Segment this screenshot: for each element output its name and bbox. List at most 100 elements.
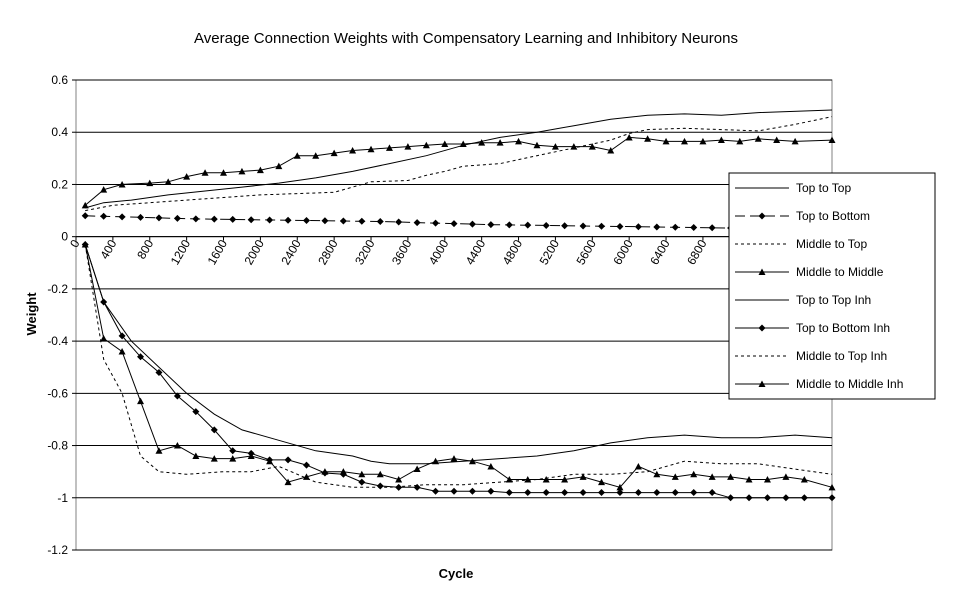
data-point <box>579 473 587 480</box>
data-point <box>763 476 771 483</box>
chart-title: Average Connection Weights with Compensa… <box>194 30 738 47</box>
data-point <box>505 489 513 497</box>
series-top-to-bottom-inh <box>81 241 836 502</box>
data-point <box>229 447 237 455</box>
data-point <box>385 144 393 151</box>
data-point <box>542 476 550 483</box>
legend-label: Top to Top Inh <box>796 293 871 307</box>
data-point <box>229 215 237 223</box>
data-point <box>118 348 126 355</box>
data-point <box>644 135 652 142</box>
data-point <box>137 397 145 405</box>
data-point <box>450 455 458 462</box>
x-tick-label: 5600 <box>573 237 599 267</box>
x-tick-label: 6800 <box>684 237 710 267</box>
data-point <box>118 180 126 188</box>
legend-label: Top to Bottom Inh <box>796 321 890 335</box>
data-point <box>432 219 440 227</box>
legend-item: Middle to Top <box>735 237 867 251</box>
data-point <box>81 201 89 209</box>
data-point <box>100 212 108 220</box>
series-line <box>84 244 833 488</box>
data-point <box>533 141 541 149</box>
data-point <box>505 221 513 229</box>
data-point <box>690 224 698 232</box>
data-point <box>487 487 495 495</box>
data-point <box>155 368 163 376</box>
x-tick-label: 0 <box>67 237 83 250</box>
data-point <box>432 487 440 495</box>
data-point <box>284 216 292 224</box>
data-point <box>727 494 735 502</box>
data-point <box>349 147 357 154</box>
data-point <box>395 483 403 491</box>
data-point <box>515 137 523 145</box>
x-axis-title: Cycle <box>439 566 474 581</box>
data-point <box>579 489 587 497</box>
legend-label: Top to Bottom <box>796 209 870 223</box>
x-tick-label: 6000 <box>610 237 636 267</box>
data-point <box>616 489 624 497</box>
x-tick-label: 2000 <box>242 237 268 267</box>
data-point <box>118 213 126 221</box>
series-line <box>85 215 731 229</box>
y-tick-label: 0.2 <box>51 177 68 191</box>
data-point <box>736 137 744 145</box>
data-point <box>468 487 476 495</box>
data-point <box>238 167 246 175</box>
data-point <box>708 489 716 497</box>
data-point <box>321 468 329 475</box>
data-point <box>828 483 836 491</box>
x-tick-label: 400 <box>97 237 119 262</box>
data-point <box>302 461 310 469</box>
data-point <box>625 133 633 141</box>
data-point <box>671 473 679 480</box>
data-point <box>266 457 274 465</box>
data-point <box>146 179 154 187</box>
plot-border <box>75 79 833 551</box>
data-point <box>395 218 403 226</box>
data-point <box>201 169 209 176</box>
series-line <box>85 116 833 212</box>
data-point <box>404 143 412 150</box>
x-tick-label: 1200 <box>168 237 194 267</box>
data-point <box>192 408 200 416</box>
data-point <box>358 470 366 478</box>
data-point <box>284 478 292 486</box>
data-point <box>671 489 679 497</box>
legend-item: Top to Bottom Inh <box>735 321 890 335</box>
x-tick-label: 4400 <box>463 237 489 267</box>
x-tick-label: 800 <box>134 237 156 262</box>
x-tick-label: 3600 <box>389 237 415 267</box>
data-point <box>782 473 790 480</box>
legend-label: Middle to Top <box>796 237 867 251</box>
y-tick-label: -1 <box>57 491 68 505</box>
data-point <box>598 489 606 497</box>
data-point <box>699 137 707 145</box>
data-point <box>828 494 836 502</box>
y-tick-label: -1.2 <box>47 543 68 557</box>
data-point <box>487 221 495 229</box>
data-point <box>579 222 587 230</box>
data-point <box>680 137 688 145</box>
series-middle-to-middle-inh <box>81 241 836 491</box>
data-point <box>478 139 486 146</box>
data-point <box>210 426 218 434</box>
data-point <box>524 476 532 483</box>
data-point <box>164 178 172 185</box>
data-point <box>524 221 532 229</box>
data-point <box>210 215 218 223</box>
data-point <box>561 489 569 497</box>
data-point <box>173 214 181 222</box>
data-point <box>800 476 808 483</box>
data-point <box>247 216 255 224</box>
series-middle-to-top-inh <box>84 244 833 488</box>
data-point <box>634 462 642 470</box>
data-point <box>339 217 347 225</box>
data-point <box>690 470 698 478</box>
data-point <box>791 137 799 145</box>
series-line <box>84 244 833 488</box>
legend-box <box>728 172 936 400</box>
